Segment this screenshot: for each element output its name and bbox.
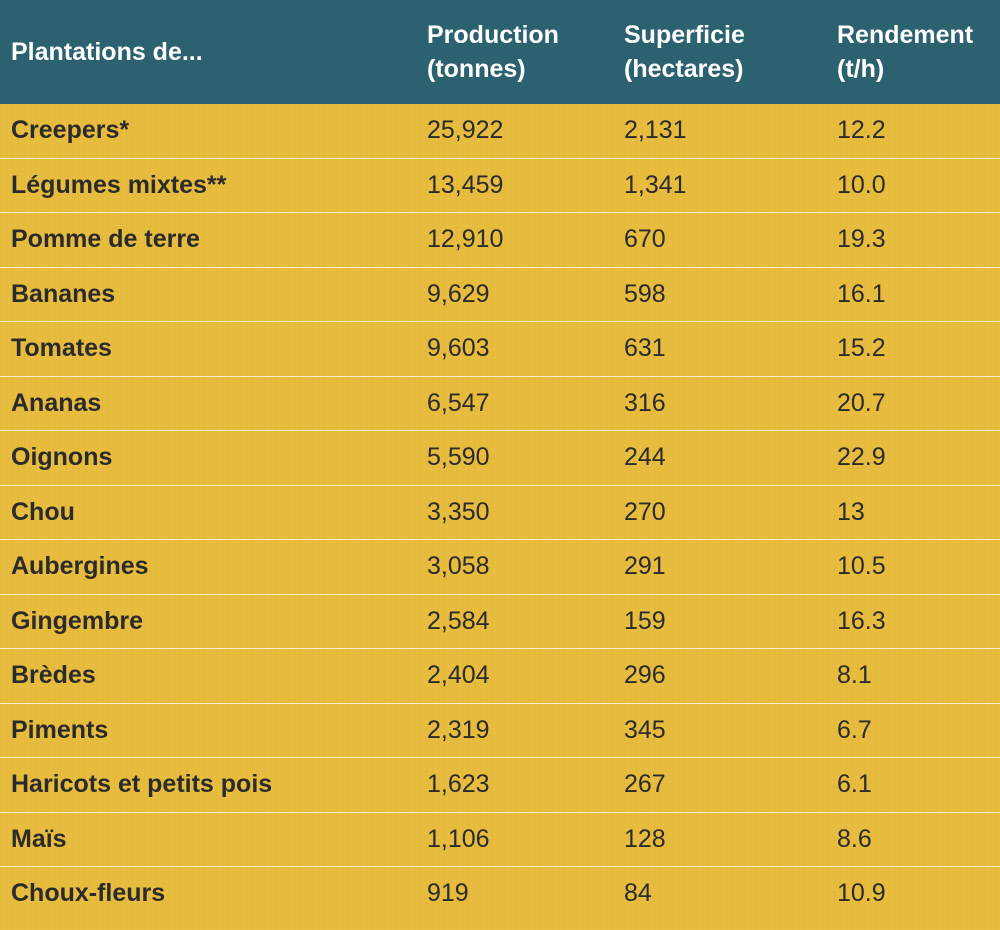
production-value: 6,547 xyxy=(427,388,490,417)
yield-value: 19.3 xyxy=(837,225,886,254)
crop-name: Bananes xyxy=(11,279,116,308)
crop-name: Brèdes xyxy=(11,661,96,690)
table-row: Oignons 5,590 244 22.9 xyxy=(0,431,1000,486)
area-value: 159 xyxy=(624,606,666,635)
table-row: Tomates 9,603 631 15.2 xyxy=(0,322,1000,377)
table-row: Brèdes 2,404 296 8.1 xyxy=(0,649,1000,704)
crop-name: Légumes mixtes** xyxy=(11,170,227,199)
table-row: Chou 3,350 270 13 xyxy=(0,486,1000,540)
crop-name: Creepers* xyxy=(11,116,130,145)
table-row: Haricots et petits pois 1,623 267 6.1 xyxy=(0,758,1000,813)
table-body: Creepers* 25,922 2,131 12.2 Légumes mixtes**… xyxy=(0,104,1000,921)
table-row: Aubergines 3,058 291 10.5 xyxy=(0,540,1000,595)
crop-name: Ananas xyxy=(11,388,102,417)
yield-value: 8.1 xyxy=(837,661,872,690)
area-value: 1,341 xyxy=(624,170,687,199)
crop-name: Choux-fleurs xyxy=(11,879,166,908)
crop-name: Chou xyxy=(11,497,75,526)
production-value: 1,106 xyxy=(427,824,490,853)
table-row: Ananas 6,547 316 20.7 xyxy=(0,377,1000,431)
area-value: 128 xyxy=(624,824,666,853)
area-value: 267 xyxy=(624,770,666,799)
production-value: 13,459 xyxy=(427,170,504,199)
area-value: 345 xyxy=(624,715,666,744)
area-value: 291 xyxy=(624,552,666,581)
yield-value: 12.2 xyxy=(837,116,886,145)
production-value: 3,058 xyxy=(427,552,490,581)
crop-name: Piments xyxy=(11,715,109,744)
yield-value: 10.0 xyxy=(837,170,886,199)
area-value: 670 xyxy=(624,225,666,254)
crop-name: Aubergines xyxy=(11,552,149,581)
yield-value: 20.7 xyxy=(837,388,886,417)
header-production: Production (tonnes) xyxy=(427,21,559,83)
header-crop: Plantations de... xyxy=(11,38,203,66)
area-value: 244 xyxy=(624,443,666,472)
header-area: Superficie (hectares) xyxy=(624,21,745,83)
table-row: Piments 2,319 345 6.7 xyxy=(0,704,1000,758)
yield-value: 16.1 xyxy=(837,279,886,308)
table-row: Choux-fleurs 919 84 10.9 xyxy=(0,867,1000,921)
production-value: 5,590 xyxy=(427,443,490,472)
production-value: 3,350 xyxy=(427,497,490,526)
production-value: 9,603 xyxy=(427,334,490,363)
area-value: 598 xyxy=(624,279,666,308)
yield-value: 6.1 xyxy=(837,770,872,799)
crop-name: Maïs xyxy=(11,824,67,853)
header-yield: Rendement (t/h) xyxy=(837,21,974,83)
table-row: Gingembre 2,584 159 16.3 xyxy=(0,595,1000,649)
production-value: 919 xyxy=(427,879,469,908)
yield-value: 13 xyxy=(837,497,865,526)
crop-name: Haricots et petits pois xyxy=(11,770,273,799)
production-value: 25,922 xyxy=(427,116,504,145)
area-value: 296 xyxy=(624,661,666,690)
yield-value: 8.6 xyxy=(837,824,872,853)
production-value: 9,629 xyxy=(427,279,490,308)
crop-name: Oignons xyxy=(11,443,113,472)
table-row: Maïs 1,106 128 8.6 xyxy=(0,813,1000,867)
production-value: 1,623 xyxy=(427,770,490,799)
crop-name: Pomme de terre xyxy=(11,225,200,254)
area-value: 84 xyxy=(624,879,652,908)
table-row: Creepers* 25,922 2,131 12.2 xyxy=(0,104,1000,159)
table-row: Pomme de terre 12,910 670 19.3 xyxy=(0,213,1000,268)
production-value: 12,910 xyxy=(427,225,504,254)
production-value: 2,319 xyxy=(427,715,490,744)
crop-name: Tomates xyxy=(11,334,112,363)
yield-value: 10.5 xyxy=(837,552,886,581)
production-value: 2,584 xyxy=(427,606,490,635)
table-row: Légumes mixtes** 13,459 1,341 10.0 xyxy=(0,159,1000,213)
area-value: 270 xyxy=(624,497,666,526)
table-row: Bananes 9,629 598 16.1 xyxy=(0,268,1000,322)
area-value: 2,131 xyxy=(624,116,687,145)
table-header: Plantations de... Production (tonnes) Su… xyxy=(0,0,1000,104)
production-value: 2,404 xyxy=(427,661,490,690)
area-value: 631 xyxy=(624,334,666,363)
crop-name: Gingembre xyxy=(11,606,143,635)
yield-value: 16.3 xyxy=(837,606,886,635)
area-value: 316 xyxy=(624,388,666,417)
yield-value: 6.7 xyxy=(837,715,872,744)
yield-value: 15.2 xyxy=(837,334,886,363)
yield-value: 22.9 xyxy=(837,443,886,472)
yield-value: 10.9 xyxy=(837,879,886,908)
